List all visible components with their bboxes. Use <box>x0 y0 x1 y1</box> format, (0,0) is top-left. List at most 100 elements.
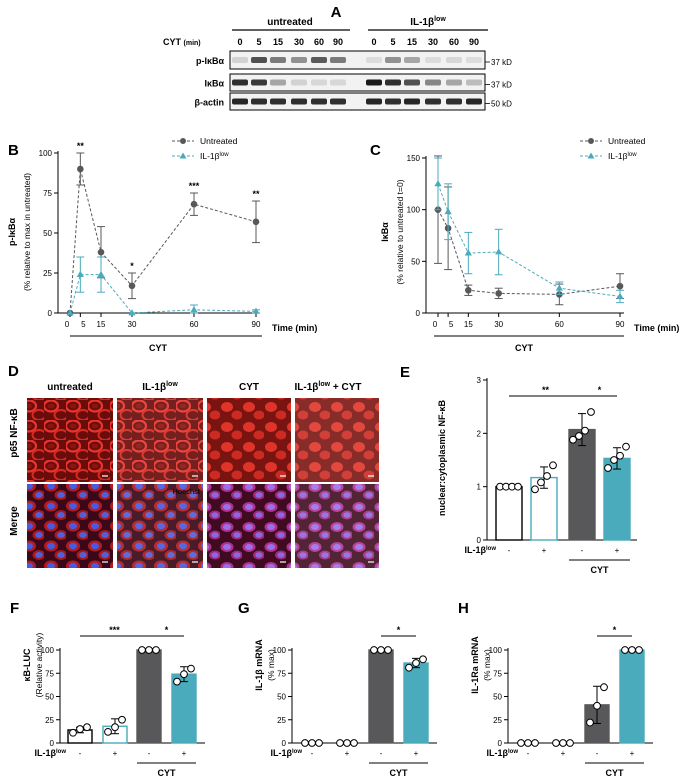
replicate-point <box>531 739 539 747</box>
panel-c-chart: 0 50 100 150 0 5 15 30 60 90 <box>407 154 625 329</box>
treatment-sign: - <box>148 749 151 758</box>
blot-band <box>385 57 401 63</box>
blot-band <box>311 98 327 105</box>
replicate-point <box>301 739 309 747</box>
replicate-point <box>600 683 608 692</box>
panel-e: E nuclear:cytoplasmic NF-κB 0 1 2 3 - + - + IL-1… <box>400 364 637 575</box>
panel-h-ylabel-sub: (% max) <box>482 649 492 681</box>
micrograph-cyt-merge <box>207 484 291 568</box>
replicate-point <box>173 677 181 686</box>
blot-row-label: IκBα <box>204 79 224 89</box>
replicate-point <box>543 472 551 480</box>
blot-strip <box>229 73 486 92</box>
panel-b-bracket-label: CYT <box>149 343 168 353</box>
blot-band <box>466 98 482 105</box>
y-tick-label: 100 <box>41 646 55 655</box>
treatment-sign: - <box>581 546 584 555</box>
y-tick-label: 0 <box>498 739 503 748</box>
y-tick-label: 1 <box>477 483 482 492</box>
treatment-sign: - <box>527 749 530 758</box>
panel-b-letter: B <box>8 142 19 159</box>
blot-time-label: 5 <box>256 37 261 47</box>
replicate-point <box>569 435 577 444</box>
y-tick-label: 100 <box>39 149 53 158</box>
significance-star: * <box>130 261 134 271</box>
replicate-point <box>104 727 112 736</box>
panel-b: B p-IκBα (% relative to max in untreated… <box>7 136 317 353</box>
panel-c: C IκBα (% relative to untreated t=0) Tim… <box>370 136 679 353</box>
blot-time-label: 90 <box>469 37 479 47</box>
replicate-point <box>587 408 595 416</box>
panel-e-ylabel: nuclear:cytoplasmic NF-κB <box>437 399 447 516</box>
replicate-point <box>531 485 539 494</box>
x-tick-label: 0 <box>433 320 438 329</box>
replicate-point <box>145 646 153 654</box>
replicate-point <box>635 646 643 654</box>
blot-strip <box>229 92 486 111</box>
panel-b-ylabel-sub: (% relative to max in untreated) <box>22 173 32 291</box>
data-point <box>252 307 260 314</box>
y-tick-label: 0 <box>50 739 55 748</box>
blot-time-label: 15 <box>273 37 283 47</box>
panel-h: H IL-1Ra mRNA (% max) 0 25 50 75 100 - + - + IL-1… <box>458 600 653 778</box>
data-point <box>434 180 442 187</box>
bar <box>136 649 162 744</box>
legend-untreated-label: Untreated <box>200 136 238 146</box>
blot-band <box>366 98 382 105</box>
treatment-sign: - <box>508 546 511 555</box>
replicate-point <box>581 426 589 435</box>
treatment-sign: + <box>182 749 187 758</box>
legend-il1b-marker <box>179 152 187 159</box>
significance-star: *** <box>109 625 120 635</box>
data-point <box>97 270 105 277</box>
replicate-point <box>152 646 160 654</box>
micrograph-il1b-p65 <box>117 398 203 482</box>
y-tick-label: 100 <box>407 206 421 215</box>
x-tick-label: 30 <box>494 320 503 329</box>
replicate-point <box>83 723 91 732</box>
blot-time-label: 30 <box>294 37 304 47</box>
treatment-sign: - <box>311 749 314 758</box>
treatment-sign: + <box>630 749 635 758</box>
series-line <box>437 209 621 295</box>
treatment-sign: + <box>414 749 419 758</box>
data-point <box>97 248 105 256</box>
significance-star: * <box>165 625 169 635</box>
replicate-point <box>76 725 84 733</box>
panel-c-letter: C <box>370 142 381 159</box>
blot-rows: p-IκBα 37 kD IκBα 37 kD β-actin 50 kD <box>195 50 512 111</box>
data-point <box>555 284 563 291</box>
replicate-point <box>514 482 522 491</box>
replicate-point <box>336 739 344 747</box>
blot-band <box>270 98 286 105</box>
y-tick-label: 150 <box>407 154 421 163</box>
x-tick-label: 30 <box>128 320 137 329</box>
col-label-il1b: IL-1βlow <box>142 381 178 393</box>
blot-band <box>251 98 267 105</box>
replicate-point <box>517 739 525 747</box>
replicate-point <box>604 464 612 472</box>
blot-band <box>311 57 327 63</box>
data-point <box>464 249 472 256</box>
replicate-point <box>524 739 532 747</box>
col-label-cyt: CYT <box>239 382 259 393</box>
blot-time-label: 60 <box>449 37 459 47</box>
y-tick-label: 0 <box>48 309 53 318</box>
panel-e-letter: E <box>400 364 410 381</box>
series-line <box>69 168 257 314</box>
panel-f: F κB-LUC (Relative activity) 0 25 50 75 100 -… <box>10 600 205 778</box>
blot-band <box>425 57 441 63</box>
panel-c-ylabel-sub: (% relative to untreated t=0) <box>395 179 405 284</box>
blot-time-label: 0 <box>371 37 376 47</box>
replicate-point <box>405 663 413 672</box>
micrograph-il1b-cyt-p65 <box>295 398 379 482</box>
x-tick-label: 60 <box>555 320 564 329</box>
kd-label: 50 kD <box>491 100 512 109</box>
panel-b-ylabel: p-IκBα <box>7 218 17 247</box>
series-line <box>69 274 257 314</box>
y-tick-label: 50 <box>45 693 54 702</box>
blot-band <box>251 57 267 63</box>
data-point <box>444 207 452 215</box>
blot-band <box>330 57 346 63</box>
replicate-point <box>370 646 378 654</box>
